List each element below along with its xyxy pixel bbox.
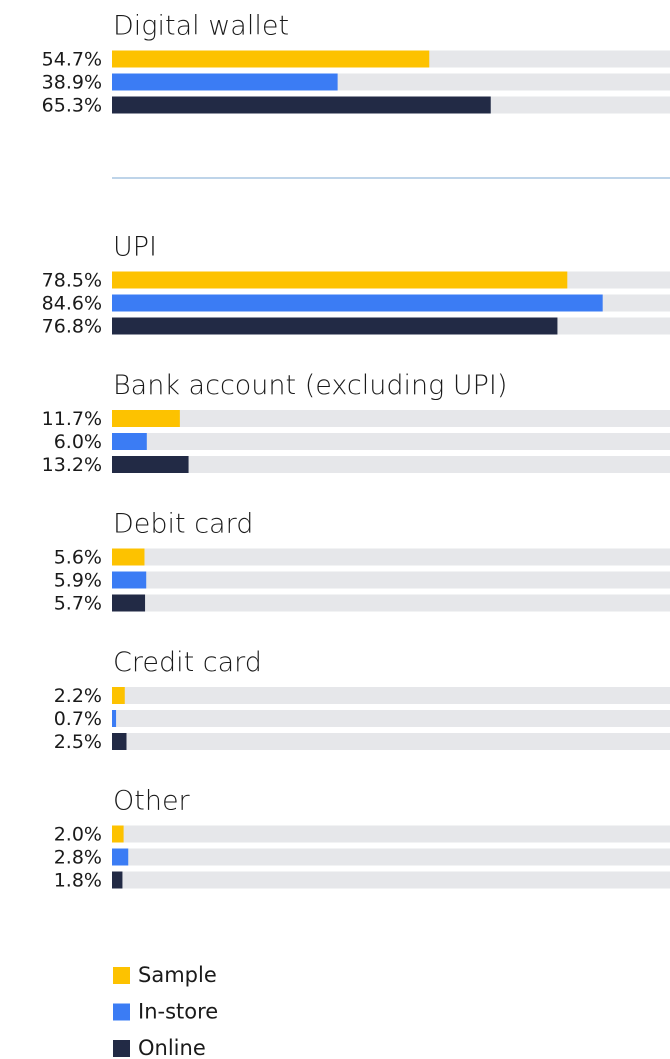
value-label: 5.7% xyxy=(54,593,102,615)
bar-track xyxy=(112,548,670,566)
category-title: UPI xyxy=(113,232,157,263)
legend-swatch xyxy=(113,967,130,984)
value-label: 2.5% xyxy=(54,731,102,753)
bar-track xyxy=(112,456,670,473)
bar xyxy=(112,96,491,114)
bar-track xyxy=(112,594,670,612)
legend-swatch xyxy=(113,1003,130,1021)
legend-label: Online xyxy=(138,1036,206,1059)
bar-track xyxy=(112,871,670,889)
bar-track xyxy=(112,433,670,450)
category-title: Debit card xyxy=(113,509,253,540)
bar xyxy=(112,687,125,704)
bar xyxy=(112,317,558,335)
bar-track xyxy=(112,733,670,750)
legend-label: In-store xyxy=(138,1000,218,1024)
value-label: 1.8% xyxy=(54,870,102,892)
bar xyxy=(112,271,568,289)
bar-track xyxy=(112,410,670,427)
bar-track xyxy=(112,825,670,843)
bar xyxy=(112,433,147,450)
bar-track xyxy=(112,687,670,704)
value-label: 76.8% xyxy=(42,316,102,338)
value-label: 78.5% xyxy=(42,270,102,292)
bar xyxy=(112,456,189,473)
bar xyxy=(112,294,603,312)
bar xyxy=(112,871,123,889)
bar xyxy=(112,410,180,427)
value-label: 2.0% xyxy=(54,824,102,846)
bar xyxy=(112,73,338,91)
bar xyxy=(112,733,127,750)
category-title: Digital wallet xyxy=(113,11,289,42)
bar xyxy=(112,548,145,566)
bar-track xyxy=(112,571,670,589)
bar xyxy=(112,594,146,612)
bar xyxy=(112,710,117,727)
legend-label: Sample xyxy=(138,963,217,987)
category-title: Other xyxy=(113,786,191,817)
value-label: 6.0% xyxy=(54,431,102,453)
value-label: 2.8% xyxy=(54,847,102,869)
bar xyxy=(112,571,147,589)
value-label: 38.9% xyxy=(42,72,102,94)
legend-swatch xyxy=(113,1040,130,1057)
value-label: 11.7% xyxy=(42,408,102,430)
value-label: 5.6% xyxy=(54,547,102,569)
bar xyxy=(112,50,430,68)
category-title: Bank account (excluding UPI) xyxy=(113,370,507,401)
value-label: 13.2% xyxy=(42,454,102,476)
value-label: 2.2% xyxy=(54,685,102,707)
value-label: 54.7% xyxy=(42,49,102,71)
bar-track xyxy=(112,710,670,727)
bar xyxy=(112,825,124,843)
value-label: 84.6% xyxy=(42,293,102,315)
bar-track xyxy=(112,848,670,866)
value-label: 5.9% xyxy=(54,570,102,592)
value-label: 0.7% xyxy=(54,708,102,730)
category-title: Credit card xyxy=(113,647,262,678)
value-label: 65.3% xyxy=(42,95,102,117)
bar xyxy=(112,848,129,866)
